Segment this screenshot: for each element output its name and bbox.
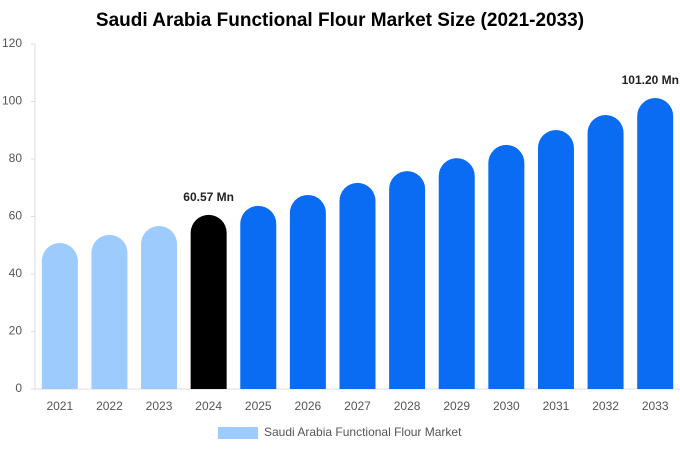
bar	[339, 182, 376, 389]
y-tick-label: 80	[9, 151, 23, 165]
value-label: 60.57 Mn	[183, 190, 234, 204]
bar	[240, 205, 277, 389]
y-tick-label: 120	[2, 36, 22, 50]
y-tick-label: 0	[15, 381, 22, 395]
x-tick-label: 2025	[245, 399, 272, 413]
bar	[488, 144, 525, 389]
bar	[537, 129, 574, 389]
x-tick-label: 2022	[96, 399, 123, 413]
y-tick-label: 100	[2, 94, 22, 108]
x-tick-label: 2030	[493, 399, 520, 413]
x-tick-label: 2028	[394, 399, 421, 413]
x-tick-label: 2032	[592, 399, 619, 413]
x-tick-label: 2033	[642, 399, 669, 413]
bar	[190, 214, 227, 389]
x-tick-label: 2031	[543, 399, 570, 413]
bar	[438, 158, 475, 389]
x-tick-label: 2021	[46, 399, 73, 413]
x-tick-label: 2023	[146, 399, 173, 413]
bar	[637, 98, 674, 390]
legend-swatch	[218, 427, 258, 439]
y-tick-label: 60	[9, 209, 23, 223]
bar	[587, 115, 624, 389]
x-tick-label: 2029	[443, 399, 470, 413]
bar	[41, 242, 78, 389]
x-tick-label: 2027	[344, 399, 371, 413]
y-tick-label: 20	[9, 324, 23, 338]
x-tick-label: 2026	[295, 399, 322, 413]
bar	[289, 194, 326, 389]
bar	[141, 225, 178, 389]
value-label: 101.20 Mn	[622, 73, 679, 87]
x-tick-label: 2024	[195, 399, 222, 413]
chart-title: Saudi Arabia Functional Flour Market Siz…	[96, 10, 584, 31]
bar	[91, 234, 128, 389]
y-tick-label: 40	[9, 266, 23, 280]
legend-label: Saudi Arabia Functional Flour Market	[264, 425, 462, 439]
bar	[389, 171, 426, 389]
